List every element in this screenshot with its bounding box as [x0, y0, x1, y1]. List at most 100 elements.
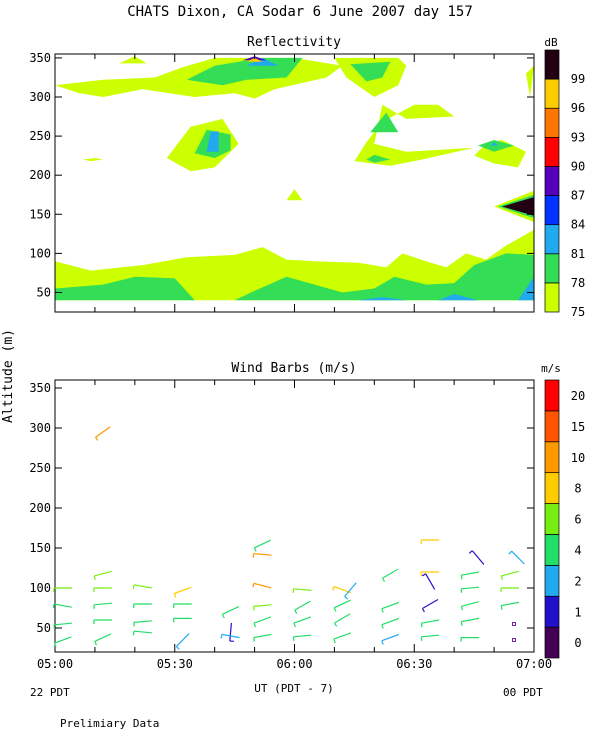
wind-barb-flag: [422, 609, 424, 613]
wind-barb-flag: [254, 638, 255, 642]
reflectivity-colorbar-swatch: [545, 196, 559, 225]
x-tick-label: 07:00: [516, 657, 552, 671]
reflectivity-colorbar-label: 81: [571, 247, 585, 261]
wind-barb: [134, 585, 152, 588]
wind-barb: [382, 603, 399, 609]
x-axis-label: UT (PDT - 7): [254, 682, 333, 695]
wind-barb-flag: [383, 578, 385, 582]
wind-barb: [334, 633, 351, 639]
wind-barb-flag: [295, 610, 297, 614]
wind-colorbar-swatch: [545, 565, 559, 596]
y-tick-label: 50: [37, 285, 51, 299]
wind-barb-flag: [253, 583, 254, 587]
wind-barb-flag: [133, 585, 134, 589]
wind-colorbar-label: 2: [574, 574, 581, 588]
wind-plot-frame: [55, 380, 534, 652]
y-tick-label: 350: [29, 381, 51, 395]
wind-barb: [254, 554, 272, 556]
y-tick-label: 100: [29, 581, 51, 595]
wind-barb-flag: [254, 548, 256, 552]
footer-note: Prelimiary Data: [60, 717, 159, 730]
wind-barb: [134, 631, 152, 633]
wind-barb: [223, 607, 239, 615]
y-axis-label: Altitude (m): [1, 329, 16, 423]
wind-barb: [472, 551, 484, 565]
wind-colorbar-label: 0: [574, 636, 581, 650]
wind-barb-flag: [461, 575, 462, 579]
wind-barb: [94, 603, 112, 605]
reflectivity-colorbar-label: 87: [571, 189, 585, 203]
wind-barb: [512, 551, 525, 564]
wind-barb: [345, 583, 357, 597]
reflectivity-colorbar-swatch: [545, 225, 559, 254]
reflectivity-colorbar-label: 93: [571, 130, 585, 144]
wind-barb-flag: [382, 641, 383, 645]
wind-barb: [461, 587, 479, 589]
reflectivity-colorbar-swatch: [545, 50, 559, 79]
y-tick-label: 150: [29, 207, 51, 221]
wind-colorbar-swatch: [545, 596, 559, 627]
wind-barb: [230, 623, 232, 641]
reflectivity-colorbar-swatch: [545, 166, 559, 195]
y-tick-label: 300: [29, 90, 51, 104]
reflectivity-colorbar-swatch: [545, 79, 559, 108]
wind-colorbar-label: 15: [571, 420, 585, 434]
wind-barb-flag: [221, 634, 222, 638]
wind-colorbar-swatch: [545, 442, 559, 473]
reflectivity-colorbar-label: 78: [571, 276, 585, 290]
wind-colorbar-label: 8: [574, 482, 581, 496]
wind-colorbar-unit: m/s: [541, 362, 561, 375]
wind-colorbar-swatch: [545, 504, 559, 535]
reflectivity-colorbar-swatch: [545, 108, 559, 137]
wind-barb-flag: [509, 551, 512, 554]
wind-barb: [254, 634, 272, 637]
wind-colorbar-swatch: [545, 473, 559, 504]
y-tick-label: 50: [37, 621, 51, 635]
wind-barb-flag: [333, 587, 334, 591]
wind-barb-flag: [223, 614, 225, 618]
wind-barb-flag: [174, 594, 175, 598]
reflectivity-colorbar-label: 96: [571, 101, 585, 115]
wind-barb-flag: [345, 597, 348, 600]
y-tick-label: 300: [29, 421, 51, 435]
wind-barb-flag: [294, 623, 295, 627]
wind-barb-flag: [461, 606, 462, 610]
wind-barb: [461, 618, 479, 621]
wind-barb: [382, 635, 399, 641]
wind-barb: [295, 601, 311, 610]
wind-barb: [96, 427, 111, 437]
reflectivity-colorbar-swatch: [545, 283, 559, 312]
wind-barb-flag: [382, 625, 383, 629]
y-tick-label: 100: [29, 246, 51, 260]
reflectivity-title: Reflectivity: [247, 35, 341, 50]
wind-barb: [382, 619, 399, 625]
wind-barb: [294, 635, 312, 637]
reflectivity-colorbar-label: 75: [571, 305, 585, 319]
wind-barb-flag: [422, 574, 426, 576]
y-tick-label: 250: [29, 129, 51, 143]
figure-title: CHATS Dixon, CA Sodar 6 June 2007 day 15…: [127, 4, 473, 20]
wind-colorbar-swatch: [545, 380, 559, 411]
wind-barb-flag: [96, 437, 98, 440]
wind-colorbar-swatch: [545, 411, 559, 442]
wind-barb: [94, 571, 111, 576]
wind-barb: [254, 617, 271, 623]
wind-barb-flag: [335, 623, 337, 627]
wind-barb-flag: [53, 604, 54, 608]
wind-barb-flag: [254, 623, 255, 627]
wind-barb-flag: [334, 608, 336, 612]
reflectivity-colorbar-unit: dB: [544, 36, 558, 49]
wind-barb-flag: [501, 606, 502, 610]
wind-barb: [334, 600, 350, 608]
wind-barb: [54, 623, 72, 625]
wind-barb: [501, 571, 518, 576]
wind-barb-flag: [501, 576, 502, 580]
wind-barb: [294, 617, 311, 623]
right-time-note: 00 PDT: [503, 686, 543, 699]
wind-barb: [421, 620, 439, 623]
wind-colorbar-swatch: [545, 627, 559, 658]
wind-barb: [254, 605, 272, 607]
